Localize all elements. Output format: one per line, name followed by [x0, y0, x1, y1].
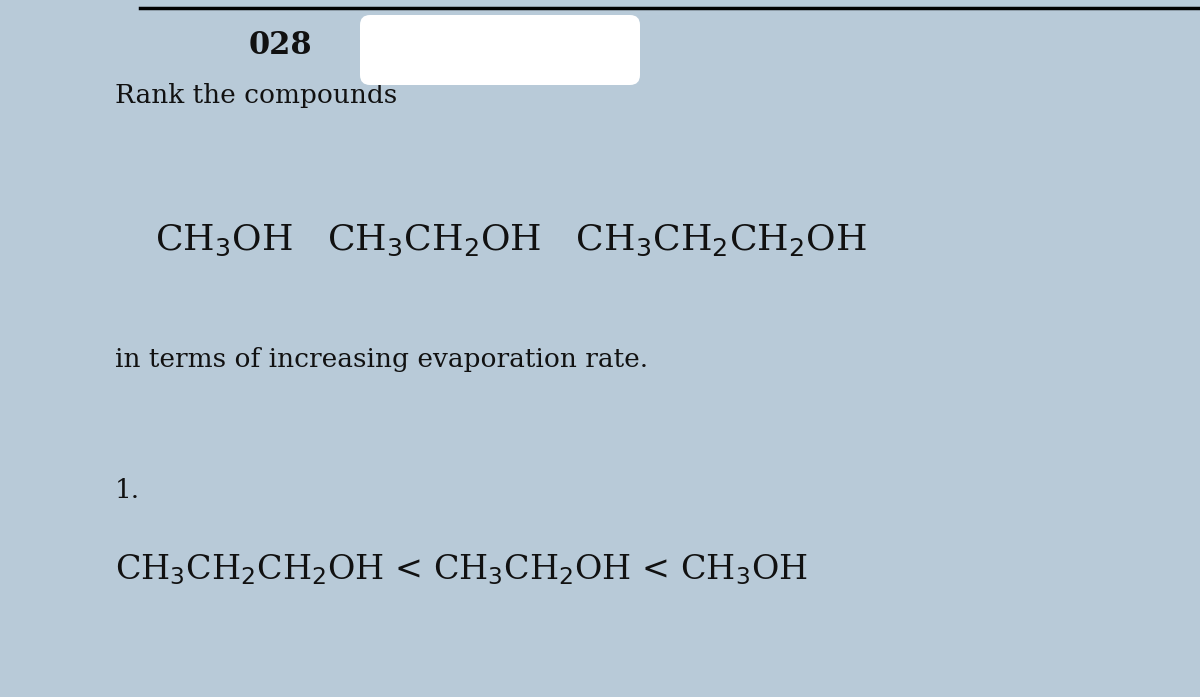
Text: CH$_3$OH   CH$_3$CH$_2$OH   CH$_3$CH$_2$CH$_2$OH: CH$_3$OH CH$_3$CH$_2$OH CH$_3$CH$_2$CH$_…	[155, 222, 866, 258]
Text: Rank the compounds: Rank the compounds	[115, 82, 397, 107]
Text: 1.: 1.	[115, 477, 140, 503]
Text: CH$_3$CH$_2$CH$_2$OH < CH$_3$CH$_2$OH < CH$_3$OH: CH$_3$CH$_2$CH$_2$OH < CH$_3$CH$_2$OH < …	[115, 553, 808, 588]
Text: 028: 028	[248, 29, 312, 61]
FancyBboxPatch shape	[360, 15, 640, 85]
Text: in terms of increasing evaporation rate.: in terms of increasing evaporation rate.	[115, 348, 648, 372]
